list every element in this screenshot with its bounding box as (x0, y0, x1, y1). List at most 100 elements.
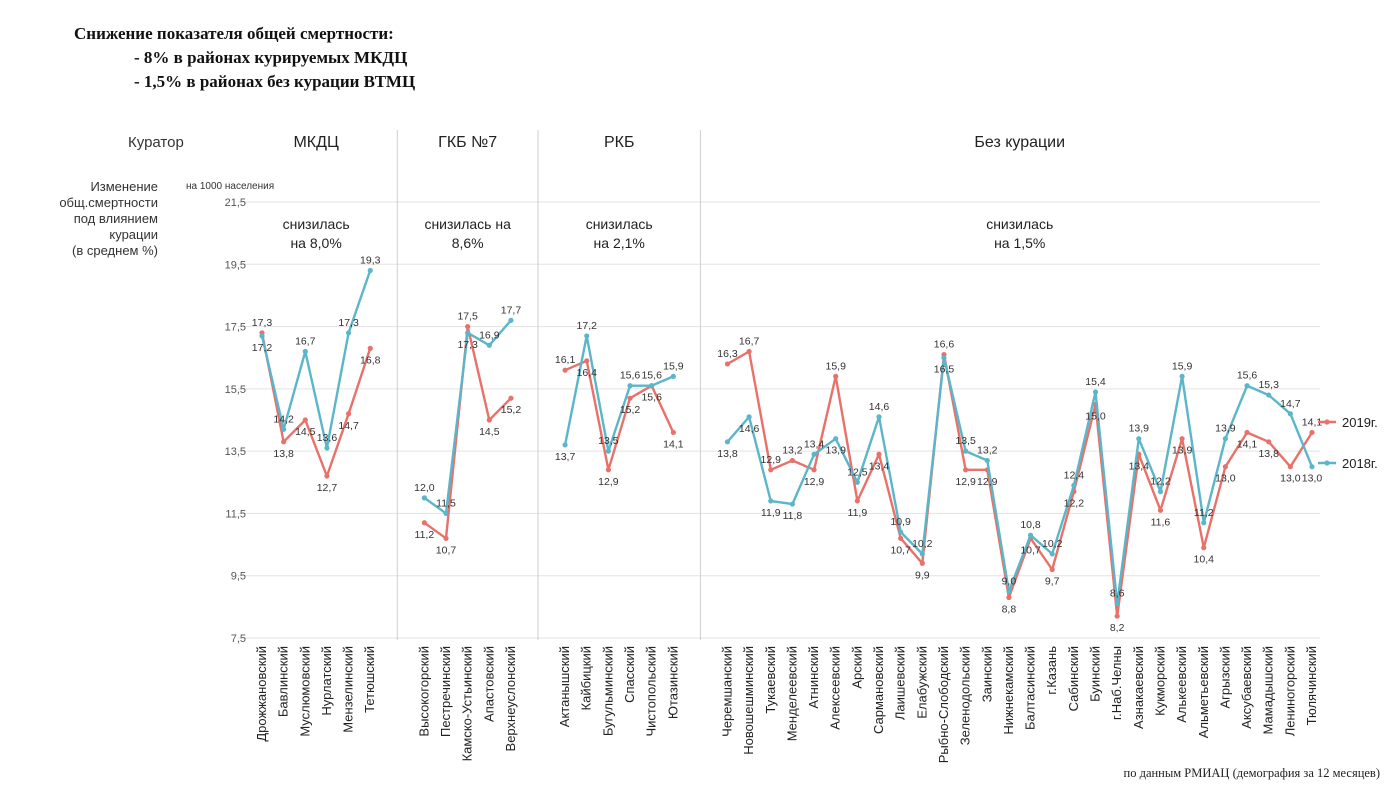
data-point-2019г. (1201, 545, 1207, 551)
chart-title: Снижение показателя общей смертности: - … (74, 22, 415, 94)
data-label-2018: 11,2 (1194, 507, 1214, 519)
data-label-2019: 13,2 (782, 444, 803, 456)
data-point-2019г. (919, 560, 925, 566)
data-point-2018г. (649, 383, 655, 389)
data-point-2019г. (1049, 566, 1055, 573)
data-label-2019: 13,8 (1258, 448, 1279, 460)
data-point-2018г. (345, 330, 352, 336)
x-tick-label: Менделеевский (784, 646, 799, 741)
group-note-line: снизилась (586, 216, 653, 232)
data-label-2018: 13,8 (717, 448, 738, 460)
data-point-2018г. (876, 414, 882, 420)
data-label-2018: 17,2 (577, 320, 598, 332)
data-point-2019г. (1222, 464, 1229, 470)
data-point-2018г. (963, 448, 969, 454)
data-label-2018: 13,2 (977, 444, 998, 456)
data-point-2019г. (367, 345, 373, 351)
data-point-2019г. (562, 367, 568, 373)
data-point-2019г. (443, 535, 449, 541)
data-point-2018г. (465, 330, 471, 336)
data-label-2019: 12,9 (804, 476, 825, 488)
x-tick-label: Апастовский (481, 646, 496, 722)
data-point-2019г. (768, 467, 774, 473)
data-point-2019г. (465, 323, 471, 330)
y-tick-label: 13,5 (225, 446, 246, 458)
data-point-2019г. (1309, 429, 1315, 436)
x-tick-label: Пестречинский (438, 646, 453, 737)
data-point-2018г. (854, 479, 860, 485)
x-tick-label: Актанышский (557, 646, 572, 727)
x-tick-label: Сармановский (871, 646, 886, 734)
curator-label: Куратор (128, 134, 184, 151)
x-tick-label: Нижнекамский (1001, 646, 1016, 735)
series-line-2018г. (726, 356, 1314, 605)
x-tick-label: Тукаевский (763, 646, 778, 714)
data-label-2018: 15,6 (1237, 370, 1258, 382)
data-point-2018г. (1071, 482, 1077, 488)
x-tick-label: Буинский (1088, 646, 1103, 702)
data-point-2019г. (724, 361, 731, 367)
unit-label: на 1000 населения (186, 181, 274, 192)
data-label-2018: 17,7 (501, 304, 522, 316)
x-tick-label: Азнакаевский (1131, 646, 1146, 729)
data-label-2018: 15,6 (620, 370, 641, 382)
y-tick-label: 9,5 (231, 571, 246, 583)
y-tick-label: 17,5 (225, 322, 246, 334)
data-label-2019: 16,7 (739, 335, 760, 347)
x-tick-label: Сабинский (1066, 646, 1081, 711)
data-label-2018: 13,6 (317, 432, 338, 444)
data-label-2019: 14,1 (1237, 438, 1258, 450)
data-label-2019: 10,4 (1194, 554, 1215, 566)
data-label-2019: 14,1 (1302, 416, 1323, 428)
change-label-line: (в среднем %) (72, 243, 158, 258)
x-tick-label: Лаишевский (893, 646, 908, 720)
data-label-2018: 15,4 (1085, 376, 1106, 388)
x-tick-label: Кайбицкий (579, 646, 594, 710)
x-tick-label: Алькеевский (1174, 646, 1189, 723)
data-label-2019: 16,3 (717, 348, 738, 360)
data-label-2018: 9,0 (1002, 575, 1017, 587)
y-tick-label: 7,5 (231, 633, 246, 645)
data-label-2018: 11,9 (761, 507, 781, 519)
x-tick-label: Арский (849, 646, 864, 689)
source-note: по данным РМИАЦ (демография за 12 месяце… (1123, 766, 1380, 780)
data-point-2019г. (1179, 436, 1185, 442)
series-line-2018г. (563, 334, 674, 453)
data-label-2018: 12,5 (847, 466, 868, 478)
group-note-line: 8,6% (452, 235, 484, 251)
data-label-2018: 14,7 (1280, 398, 1301, 410)
y-tick-label: 19,5 (225, 259, 246, 271)
data-label-2018: 19,3 (360, 255, 381, 267)
x-tick-label: Мамадышский (1261, 646, 1276, 734)
y-tick-label: 11,5 (225, 508, 246, 520)
legend-marker-2018г. (1324, 460, 1330, 466)
data-label-2018: 16,5 (934, 364, 955, 376)
x-tick-label: Агрызский (1217, 646, 1232, 709)
data-point-2019г. (605, 467, 611, 473)
data-label-2019: 10,7 (1020, 544, 1041, 556)
data-point-2018г. (508, 317, 514, 323)
data-point-2019г. (963, 467, 969, 473)
data-label-2019: 15,2 (620, 404, 641, 416)
data-point-2018г. (1114, 601, 1120, 607)
data-point-2019г. (811, 467, 817, 473)
data-label-2019: 10,7 (436, 544, 457, 556)
x-tick-label: Бавлинский (276, 646, 291, 717)
data-label-2018: 11,8 (783, 510, 803, 522)
group-header: РКБ (604, 134, 635, 151)
group-header: ГКБ №7 (438, 134, 497, 151)
data-label-2019: 16,1 (555, 354, 576, 366)
data-point-2018г. (324, 445, 330, 451)
data-point-2019г. (1266, 439, 1272, 445)
data-point-2018г. (919, 551, 925, 557)
x-tick-label: Альметьевский (1196, 646, 1211, 738)
title-line-2: - 8% в районах курируемых МКДЦ (134, 48, 408, 67)
x-tick-label: Чистопольский (644, 646, 659, 737)
data-point-2018г. (833, 436, 839, 442)
data-point-2018г. (367, 267, 373, 274)
data-point-2019г. (302, 417, 308, 423)
data-label-2018: 17,2 (252, 342, 273, 354)
change-label-line: курации (109, 227, 158, 242)
data-point-2019г. (1244, 429, 1250, 436)
x-tick-label: Рыбно-Слободский (936, 646, 951, 763)
